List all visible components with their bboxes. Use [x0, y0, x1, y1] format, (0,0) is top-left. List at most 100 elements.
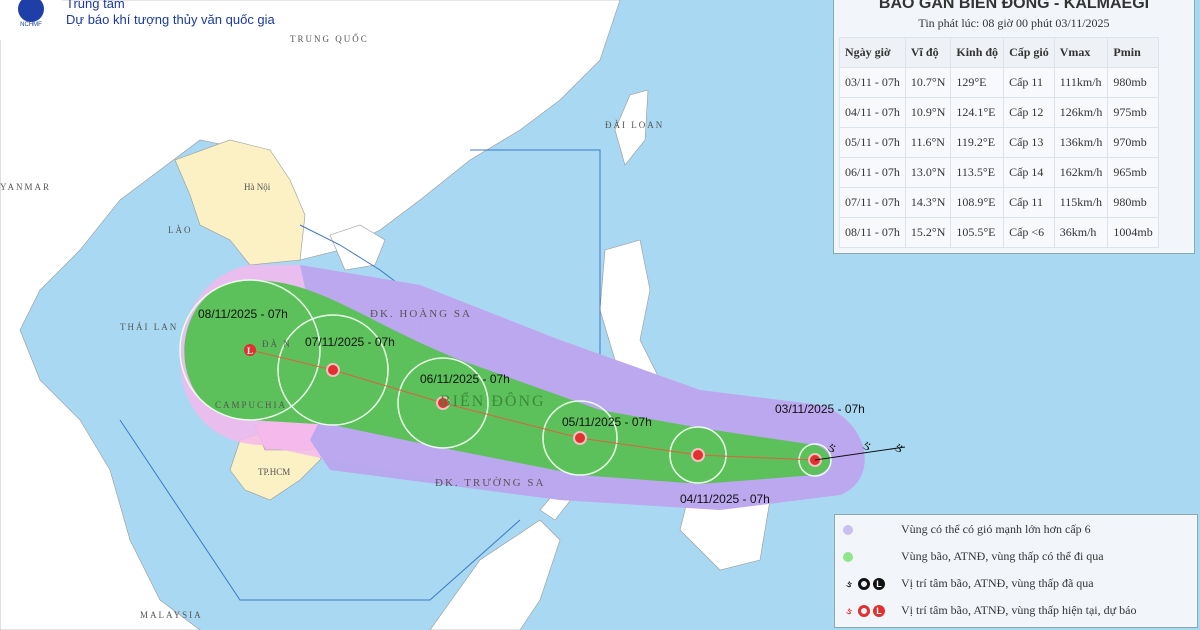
table-cell: 08/11 - 07h	[839, 217, 906, 248]
table-cell: 965mb	[1107, 157, 1159, 188]
table-cell: 975mb	[1107, 97, 1159, 128]
org-line2: Dự báo khí tượng thủy văn quốc gia	[66, 12, 275, 27]
forecast-table: Ngày giờ Vĩ độ Kinh độ Cấp gió Vmax Pmin 03/1…	[839, 37, 1159, 248]
label-myanmar: YANMAR	[0, 182, 51, 192]
storm-symbol-icon: ઙ	[846, 605, 852, 616]
taiwan	[614, 89, 649, 166]
table-cell: 111km/h	[1053, 67, 1109, 98]
table-cell: 07/11 - 07h	[839, 187, 906, 218]
storm-symbol-icon: ઙ	[846, 578, 852, 589]
header: NCHMF Trung tâm Dự báo khí tượng thủy vă…	[0, 0, 275, 40]
table-cell: 14.3°N	[904, 187, 952, 218]
label-truong-sa: ĐK. TRƯỜNG SA	[435, 477, 545, 489]
forecast-track-line	[249, 349, 816, 461]
table-cell: Cấp 12	[1003, 97, 1055, 128]
table-cell: 136km/h	[1053, 127, 1109, 158]
column-header: Vĩ độ	[904, 37, 952, 68]
past-storm-icon: ઙ	[894, 441, 903, 456]
table-cell: 105.5°E	[950, 217, 1005, 248]
label-bien-dong: BIỂN ĐÔNG	[440, 391, 546, 410]
table-cell: Cấp <6	[1003, 217, 1055, 248]
table-cell: 10.7°N	[904, 67, 952, 98]
forecast-radius-circle	[798, 443, 832, 477]
green-dot-icon	[843, 551, 853, 562]
low-symbol-icon: L	[873, 604, 885, 617]
table-cell: 124.1°E	[950, 97, 1005, 128]
table-cell: 10.9°N	[904, 97, 952, 128]
table-cell: 15.2°N	[904, 217, 952, 248]
legend-item-past: ઙ L Vị trí tâm bão, ATNĐ, vùng thấp đã qua	[835, 571, 1197, 596]
purple-dot-icon	[843, 524, 853, 535]
label-china: TRUNG QUỐC	[290, 34, 369, 44]
forecast-date-label: 07/11/2025 - 07h	[305, 335, 395, 349]
depression-symbol-icon	[858, 604, 870, 617]
column-header: Vmax	[1053, 37, 1109, 68]
hainan	[329, 224, 386, 271]
low-letter: L	[247, 346, 253, 356]
table-row: 05/11 - 07h 11.6°N 119.2°E Cấp 13 136km/h 970…	[839, 127, 1159, 158]
label-laos: LÀO	[168, 225, 193, 235]
table-row: 04/11 - 07h 10.9°N 124.1°E Cấp 12 126km/h 975…	[839, 97, 1159, 128]
table-cell: 13.0°N	[904, 157, 952, 188]
forecast-table-panel: BÃO GẦN BIỂN ĐÔNG - KALMAEGI Tin phát lú…	[833, 0, 1195, 254]
table-cell: 970mb	[1107, 127, 1159, 158]
table-cell: 04/11 - 07h	[839, 97, 906, 128]
table-cell: 119.2°E	[950, 127, 1005, 158]
forecast-date-label: 05/11/2025 - 07h	[562, 415, 652, 429]
label-malaysia: MALAYSIA	[140, 610, 203, 620]
forecast-radius-circle	[277, 314, 389, 426]
table-cell: 05/11 - 07h	[839, 127, 906, 158]
legend-item-storm-zone: Vùng bão, ATNĐ, vùng thấp có thể đi qua	[835, 544, 1197, 569]
table-cell: 11.6°N	[904, 127, 952, 158]
storm-track-zone	[184, 280, 831, 484]
label-cambodia: CAMPUCHIA	[215, 400, 287, 410]
table-row: 08/11 - 07h 15.2°N 105.5°E Cấp <6 36km/h 1004…	[839, 217, 1159, 248]
table-cell: 980mb	[1107, 187, 1159, 218]
forecast-radius-circle	[397, 357, 489, 449]
past-track: ઙ ઙ ઙ	[814, 439, 906, 461]
forecast-date-label: 08/11/2025 - 07h	[198, 307, 288, 321]
table-cell: 129°E	[950, 67, 1005, 98]
logo-text: NCHMF	[20, 22, 42, 28]
table-cell: 126km/h	[1053, 97, 1109, 128]
label-thailand: THÁI LAN	[120, 322, 178, 332]
table-cell: 113.5°E	[950, 157, 1005, 188]
storm-position-icon[interactable]	[691, 448, 705, 462]
table-cell: Cấp 13	[1003, 127, 1055, 158]
label-hanoi: Hà Nội	[244, 182, 271, 192]
label-hoang-sa: ĐK. HOÀNG SA	[370, 308, 472, 320]
table-cell: 03/11 - 07h	[839, 67, 906, 98]
table-cell: 1004mb	[1107, 217, 1159, 248]
table-row: 06/11 - 07h 13.0°N 113.5°E Cấp 14 162km/h 965…	[839, 157, 1159, 188]
label-taiwan: ĐÀI LOAN	[605, 120, 664, 130]
storm-position-icon[interactable]	[436, 396, 450, 410]
table-row: 03/11 - 07h 10.7°N 129°E Cấp 11 111km/h 980mb	[839, 67, 1159, 98]
borneo	[429, 519, 561, 630]
column-header: Ngày giờ	[839, 37, 906, 68]
column-header: Pmin	[1107, 37, 1159, 68]
low-pressure-icon[interactable]	[244, 344, 256, 356]
low-symbol-icon: L	[873, 577, 885, 590]
storm-position-icon[interactable]	[573, 431, 587, 445]
table-cell: 162km/h	[1053, 157, 1109, 188]
globe-icon	[18, 0, 44, 22]
legend-item-current: ઙ L Vị trí tâm bão, ATNĐ, vùng thấp hiện t…	[835, 598, 1197, 623]
forecast-date-label: 04/11/2025 - 07h	[680, 492, 770, 506]
past-storm-icon: ઙ	[862, 439, 871, 454]
issued-time: Tin phát lúc: 08 giờ 00 phút 03/11/2025	[918, 16, 1110, 30]
forecast-radius-circle	[179, 279, 321, 421]
nchmf-logo: NCHMF	[0, 0, 62, 40]
table-cell: 36km/h	[1053, 217, 1109, 248]
table-cell: 980mb	[1107, 67, 1159, 98]
column-header: Kinh độ	[950, 37, 1005, 68]
past-storm-icon: ઙ	[827, 441, 836, 456]
forecast-radius-circle	[669, 426, 727, 484]
legend-item-wind: Vùng có thể có gió mạnh lớn hơn cấp 6	[835, 517, 1197, 542]
forecast-circles	[179, 279, 832, 484]
legend: Vùng có thể có gió mạnh lớn hơn cấp 6 Vù…	[834, 514, 1198, 628]
table-cell: Cấp 11	[1003, 67, 1055, 98]
legend-text: Vùng bão, ATNĐ, vùng thấp có thể đi qua	[901, 549, 1104, 563]
depression-symbol-icon	[858, 577, 870, 590]
storm-position-icon[interactable]	[326, 363, 340, 377]
